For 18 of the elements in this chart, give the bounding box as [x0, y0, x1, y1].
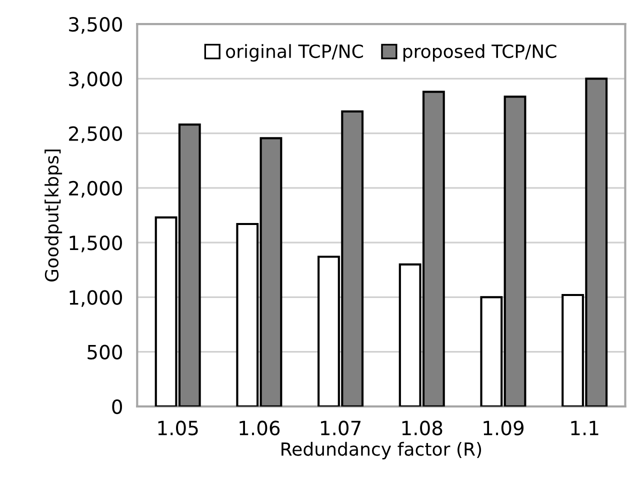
x-tick-label: 1.05 — [158, 420, 198, 436]
x-tick-label: 1.09 — [484, 420, 524, 436]
y-tick-label: 2,500 — [69, 126, 122, 143]
x-tick-label: 1.08 — [402, 420, 442, 436]
x-tick-label: 1.1 — [571, 420, 598, 436]
x-tick-label: 1.07 — [321, 420, 361, 436]
y-tick-label: 1,000 — [70, 290, 122, 307]
legend-label: proposed TCP/NC — [403, 44, 556, 62]
y-tick-label: 3,500 — [69, 17, 122, 34]
y-axis-title: Goodput[kbps] — [44, 150, 62, 282]
y-tick-label: 1,500 — [70, 236, 122, 252]
x-tick-label: 1.06 — [240, 420, 280, 436]
y-tick-label: 2,000 — [69, 180, 122, 198]
y-tick-label: 0 — [112, 399, 122, 414]
y-tick-label: 500 — [88, 344, 122, 360]
legend-label: original TCP/NC — [226, 44, 363, 62]
x-axis-title: Redundancy factor (R) — [282, 442, 482, 460]
y-tick-label: 3,000 — [69, 72, 122, 88]
